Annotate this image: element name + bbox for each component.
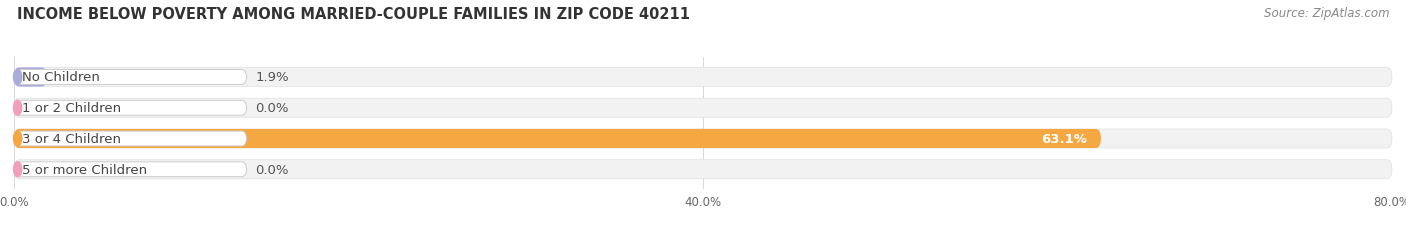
FancyBboxPatch shape bbox=[14, 68, 1392, 87]
FancyBboxPatch shape bbox=[14, 99, 1392, 118]
FancyBboxPatch shape bbox=[14, 129, 1101, 148]
FancyBboxPatch shape bbox=[14, 129, 1392, 148]
Text: 3 or 4 Children: 3 or 4 Children bbox=[22, 132, 121, 145]
FancyBboxPatch shape bbox=[14, 68, 46, 87]
Text: 5 or more Children: 5 or more Children bbox=[22, 163, 148, 176]
Text: No Children: No Children bbox=[22, 71, 100, 84]
Text: 0.0%: 0.0% bbox=[256, 163, 288, 176]
FancyBboxPatch shape bbox=[14, 162, 246, 177]
Text: INCOME BELOW POVERTY AMONG MARRIED-COUPLE FAMILIES IN ZIP CODE 40211: INCOME BELOW POVERTY AMONG MARRIED-COUPL… bbox=[17, 7, 690, 22]
Circle shape bbox=[14, 131, 21, 146]
Circle shape bbox=[14, 162, 21, 177]
FancyBboxPatch shape bbox=[14, 131, 246, 146]
Circle shape bbox=[14, 101, 21, 116]
FancyBboxPatch shape bbox=[14, 101, 246, 116]
Circle shape bbox=[14, 70, 21, 85]
Text: 63.1%: 63.1% bbox=[1042, 132, 1087, 145]
Text: 1 or 2 Children: 1 or 2 Children bbox=[22, 102, 121, 115]
FancyBboxPatch shape bbox=[14, 160, 1392, 179]
FancyBboxPatch shape bbox=[14, 70, 246, 85]
Text: 1.9%: 1.9% bbox=[256, 71, 288, 84]
Text: 0.0%: 0.0% bbox=[256, 102, 288, 115]
Text: Source: ZipAtlas.com: Source: ZipAtlas.com bbox=[1264, 7, 1389, 20]
